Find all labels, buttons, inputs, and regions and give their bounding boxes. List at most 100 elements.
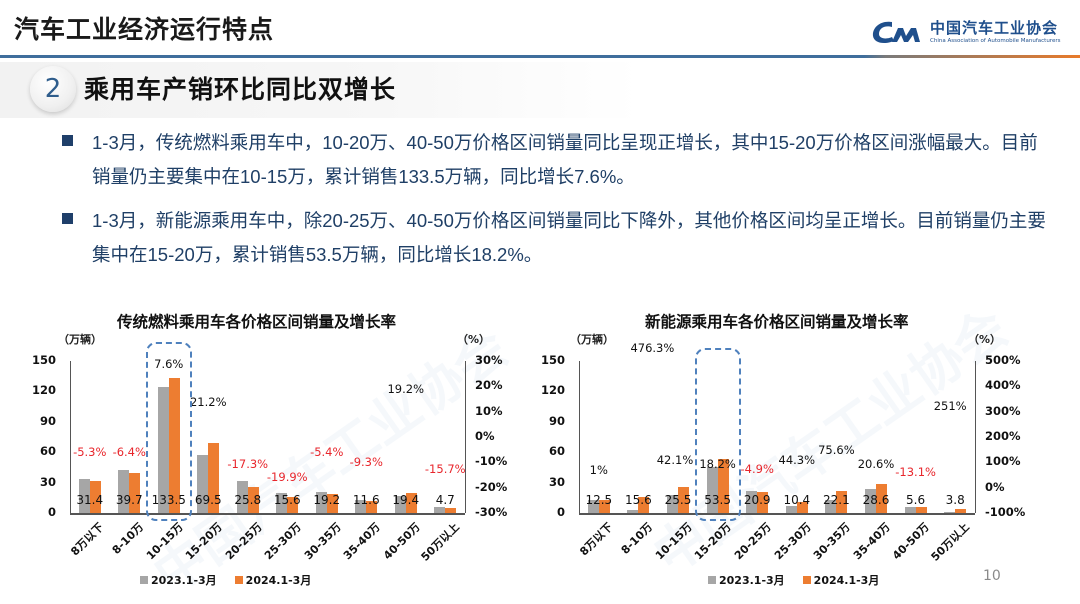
highlight-box [694,348,741,521]
right-axis-unit: （%） [457,333,491,346]
growth-rate-label: 476.3% [630,341,675,355]
value-label: 5.6 [906,493,926,507]
growth-rate-label: -15.7% [424,462,466,476]
bullet-item: 1-3月，传统燃料乘用车中，10-20万、40-50万价格区间销量同比呈现正增长… [62,126,1052,194]
chart-title: 新能源乘用车各价格区间销量及增长率 [645,313,909,331]
left-axis-tick: 150 [31,353,56,367]
value-label: 11.6 [352,493,380,507]
legend-item-2024: 2024.1-3月 [802,572,880,588]
bar-2023 [394,496,406,513]
category-label: 50万以上 [928,520,972,564]
left-axis-unit: （万辆） [58,333,102,346]
bar-2024 [208,442,220,513]
left-axis-line [70,361,71,513]
growth-rate-label: -5.3% [73,445,107,459]
right-axis-tick: -10% [475,454,508,469]
bar-2023 [118,470,130,513]
left-axis-tick: 60 [39,444,56,459]
bar-2024 [168,377,180,513]
value-label: 3.8 [945,493,965,507]
category-label: 10-15万 [652,520,695,563]
category-label: 8万以下 [577,520,616,559]
left-axis-tick: 0 [556,505,565,519]
chart-title: 传统燃料乘用车各价格区间销量及增长率 [117,313,397,331]
bar-2024 [876,484,887,513]
right-axis-tick: 400% [985,378,1021,393]
growth-rate-label: -17.3% [227,457,269,471]
growth-rate-label: 44.3% [778,453,816,467]
bar-2024 [247,486,259,513]
legend-label: 2024.1-3月 [245,574,312,587]
x-axis-line [70,513,465,515]
value-label: 19.2 [313,493,341,507]
value-label: 69.5 [194,493,222,507]
left-axis-tick: 90 [548,413,565,428]
bar-2024 [445,508,457,513]
right-axis-tick: 10% [475,403,503,418]
category-label: 25-30万 [771,520,814,563]
bar-2024 [796,502,808,513]
left-axis-tick: 30 [39,474,56,489]
bar-2024 [89,481,101,513]
left-axis-tick: 90 [39,413,56,428]
right-axis-line [465,361,466,513]
category-label: 25-30万 [262,520,304,563]
bar-2023 [904,506,916,513]
bar-2023 [355,500,367,513]
right-axis-tick: 30% [475,353,503,367]
bars-area [579,361,975,513]
chart-legend: 2023.1-3月 2024.1-3月 [140,572,329,588]
value-label: 31.4 [76,493,104,507]
category-label: 20-25万 [222,520,265,563]
bar-2024 [129,472,141,513]
right-axis-tick: 300% [985,403,1021,418]
legend-item-2023: 2023.1-3月 [140,572,217,588]
value-label: 53.5 [704,493,731,507]
caam-logo-icon [872,21,920,44]
value-label: 28.6 [862,493,890,507]
bar-2023 [627,510,639,513]
bar-2024 [366,501,378,513]
bar-2024 [638,497,650,513]
bars-area [70,361,465,513]
growth-rate-label: 21.2% [189,395,227,409]
category-label: 10-15万 [143,520,186,563]
section-number-badge: 2 [30,66,76,112]
right-axis-tick: 20% [475,378,503,393]
bar-2024 [836,490,848,513]
category-label: 8-10万 [618,520,656,557]
bar-2024 [955,509,967,513]
x-axis-line [579,513,975,515]
bullet-text: 1-3月，新能源乘用车中，除20-25万、40-50万价格区间销量同比下降外，其… [92,210,1046,265]
value-label: 25.5 [664,493,692,507]
value-label: 133.5 [151,493,186,507]
legend-swatch-orange [234,576,243,584]
growth-rate-label: -13.1% [895,465,936,479]
value-label: 20.9 [743,493,771,507]
ice-sales-chart: 传统燃料乘用车各价格区间销量及增长率 （万辆） （%） 2023.1-3月 20… [0,300,540,600]
bar-2024 [678,487,689,513]
bar-2023 [587,500,599,513]
legend-item-2023: 2023.1-3月 [708,572,785,588]
value-label: 19.4 [392,493,420,507]
highlight-box [145,342,192,521]
legend-label: 2024.1-3月 [813,574,880,587]
value-label: 4.7 [435,493,455,507]
category-label: 8-10万 [109,520,146,557]
bar-2024 [757,491,769,513]
right-axis-unit: （%） [968,333,1002,346]
right-axis-tick: 200% [985,429,1021,443]
bullet-square-icon [62,213,73,224]
section-band [0,62,640,118]
bar-2024 [915,507,927,513]
right-axis-tick: 0% [475,429,495,443]
left-axis-line [579,361,580,513]
header-divider [0,55,1080,58]
legend-swatch-gray [708,576,716,584]
growth-rate-label: 18.2% [699,457,736,471]
category-label: 30-35万 [811,520,854,563]
category-label: 50万以上 [418,520,462,564]
bar-2023 [865,488,876,513]
left-axis-tick: 60 [548,444,565,459]
